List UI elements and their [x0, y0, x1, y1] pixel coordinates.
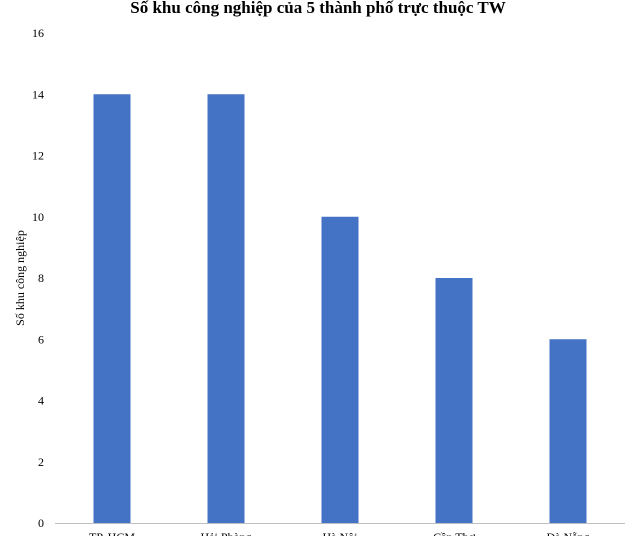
x-axis-ticks: TP. HCM Hải Phòng Hà Nội Cần Thơ Đà Nẵng [89, 530, 590, 536]
y-tick-label: 0 [38, 516, 44, 530]
y-tick-label: 16 [32, 26, 44, 40]
x-tick-label: Đà Nẵng [547, 530, 590, 536]
y-tick-label: 6 [38, 332, 44, 346]
bar [549, 339, 587, 523]
x-tick-label: Hà Nội [323, 530, 359, 536]
y-tick-label: 10 [32, 210, 44, 224]
y-tick-label: 12 [32, 149, 44, 163]
bar [207, 94, 245, 523]
x-tick-label: Hải Phòng [201, 530, 252, 536]
x-tick-label: TP. HCM [89, 530, 135, 536]
y-axis-ticks: 0 2 4 6 8 10 12 14 16 [32, 26, 44, 530]
x-tick-label: Cần Thơ [433, 530, 475, 536]
bars [93, 94, 587, 523]
y-tick-label: 8 [38, 271, 44, 285]
y-tick-label: 4 [38, 394, 44, 408]
y-axis-label: Số khu công nghiệp [13, 230, 27, 326]
chart-title: Số khu công nghiệp của 5 thành phố trực … [130, 0, 506, 17]
bar [93, 94, 131, 523]
bar [435, 278, 473, 523]
y-tick-label: 2 [38, 455, 44, 469]
bar [321, 216, 359, 523]
y-tick-label: 14 [32, 87, 44, 101]
